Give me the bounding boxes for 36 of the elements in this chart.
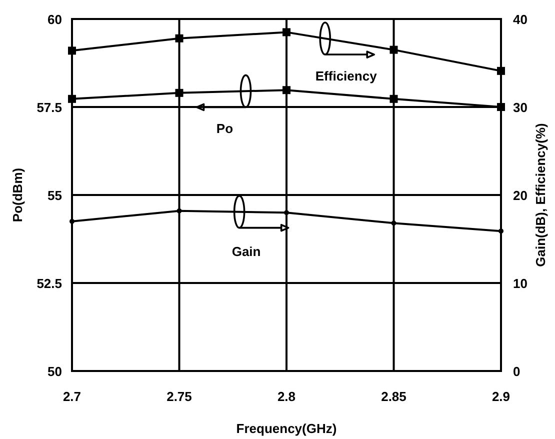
x-tick-label: 2.7 bbox=[62, 389, 82, 404]
point bbox=[68, 46, 76, 55]
point bbox=[68, 94, 76, 103]
y2-tick-label: 20 bbox=[513, 188, 528, 203]
y-tick-label: 50 bbox=[48, 364, 62, 379]
y-axis-title: Po(dBm) bbox=[10, 168, 25, 222]
legend-label: Po bbox=[216, 121, 234, 136]
y-tick-label: 60 bbox=[48, 12, 62, 27]
point bbox=[284, 210, 289, 216]
point bbox=[497, 66, 505, 75]
y2-axis-title: Gain(dB), Efficiency(%) bbox=[533, 123, 548, 267]
point bbox=[176, 208, 182, 214]
x-tick-label: 2.75 bbox=[166, 389, 192, 404]
x-tick-label: 2.8 bbox=[277, 389, 296, 404]
x-tick-label: 2.85 bbox=[381, 389, 406, 404]
text: Gain bbox=[232, 244, 261, 259]
point bbox=[390, 94, 398, 103]
point bbox=[391, 220, 396, 226]
point bbox=[282, 28, 290, 36]
point bbox=[497, 103, 505, 111]
y2-tick-label: 10 bbox=[513, 276, 528, 291]
y2-tick-label: 30 bbox=[513, 100, 528, 115]
point bbox=[175, 34, 184, 42]
y2-tick-label: 0 bbox=[513, 364, 520, 379]
point bbox=[70, 218, 74, 224]
legend-label: Efficiency bbox=[315, 68, 378, 84]
point bbox=[175, 88, 184, 97]
point bbox=[390, 46, 398, 54]
y-tick-label: 57.5 bbox=[36, 100, 62, 115]
y-tick-label: 55 bbox=[48, 188, 62, 203]
y2-tick-label: 40 bbox=[513, 12, 528, 27]
x-axis-title: Frequency(GHz) bbox=[236, 421, 337, 436]
x-tick-label: 2.9 bbox=[492, 389, 510, 404]
y-tick-label: 52.5 bbox=[36, 276, 62, 291]
point bbox=[282, 86, 290, 94]
point bbox=[498, 228, 504, 234]
